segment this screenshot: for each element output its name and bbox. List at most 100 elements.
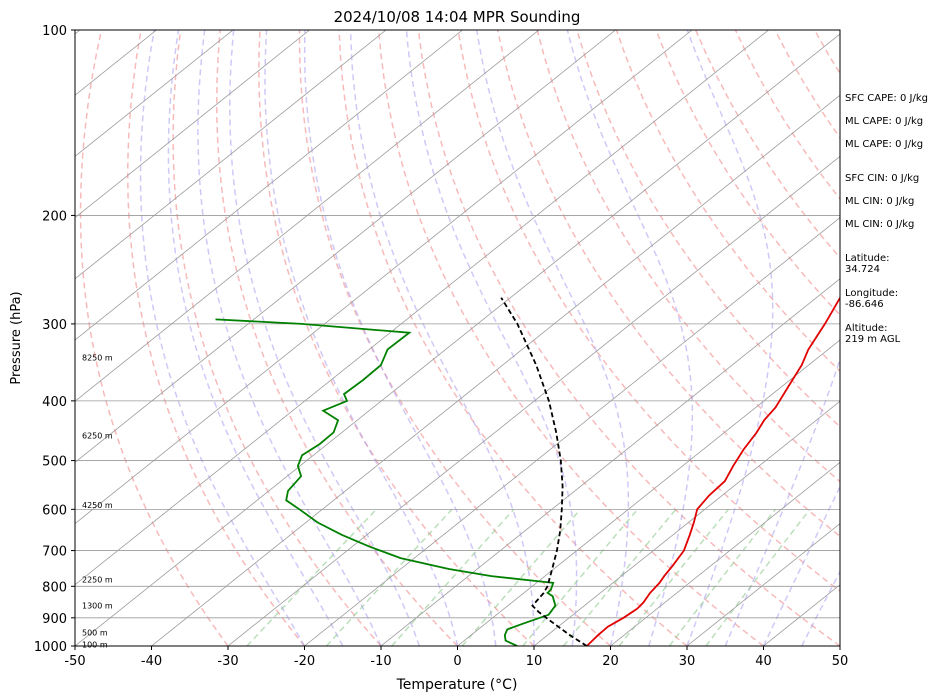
moist-adiabat-line — [724, 356, 840, 646]
isotherm-line — [75, 30, 769, 586]
mixing-ratio-line — [391, 508, 515, 646]
isotherm-line — [686, 523, 840, 646]
isotherm-line — [227, 155, 840, 646]
parcel-path-trace — [500, 297, 588, 646]
isotherm-line — [304, 217, 840, 646]
isotherm-line — [75, 30, 387, 280]
longitude-value: -86.646 — [845, 299, 884, 310]
x-tick-label: -40 — [141, 654, 162, 669]
x-tick-label: 30 — [679, 654, 696, 669]
series-layer — [215, 297, 840, 646]
dry-adiabat-line — [338, 30, 688, 646]
height-label: 2250 m — [82, 576, 113, 585]
background-lines — [75, 30, 947, 646]
dry-adiabat-line — [216, 30, 459, 646]
dry-adiabat-line — [258, 30, 535, 646]
x-axis: -50 -40 -30 -20 -10 0 10 20 30 40 50 — [64, 646, 848, 669]
moist-adiabat-line — [197, 30, 382, 646]
moist-adiabat-line — [405, 30, 578, 646]
mixing-ratio-line — [325, 508, 453, 646]
moist-adiabat-line — [167, 30, 344, 646]
moist-adiabat-line — [686, 30, 774, 646]
dry-adiabat-line — [417, 30, 840, 646]
y-tick-label: 100 — [42, 24, 67, 39]
ml-cin-text: ML CIN: 0 J/kg — [845, 196, 915, 207]
y-tick-label: 200 — [42, 209, 67, 224]
mixing-ratio-line — [461, 508, 581, 646]
x-tick-label: 20 — [602, 654, 619, 669]
isotherm-line — [75, 30, 693, 525]
x-tick-label: 10 — [526, 654, 543, 669]
altitude-value: 219 m AGL — [845, 334, 901, 345]
x-tick-label: -20 — [294, 654, 315, 669]
dry-adiabat-line — [615, 30, 840, 373]
dry-adiabat-line — [298, 30, 611, 646]
mixing-ratio-line — [246, 508, 377, 646]
isotherm-line — [75, 30, 234, 157]
height-labels: 100 m 500 m 1300 m 2250 m 4250 m 6250 m 8250 m — [82, 353, 113, 649]
isotherm-line — [75, 30, 616, 463]
height-label: 1300 m — [82, 602, 113, 611]
moist-adiabat-line — [303, 30, 497, 646]
mixing-ratio-line — [522, 508, 639, 646]
x-tick-label: 50 — [832, 654, 849, 669]
y-axis-label: Pressure (hPa) — [9, 291, 24, 384]
y-tick-label: 900 — [42, 612, 67, 627]
dry-adiabat-line — [172, 30, 382, 646]
temperature-trace — [586, 297, 840, 646]
dry-adiabat-line — [126, 30, 306, 646]
moist-adiabat-line — [475, 30, 630, 646]
x-tick-label: 0 — [453, 654, 461, 669]
dry-adiabat-line — [377, 30, 764, 646]
dry-adiabat-line — [79, 30, 229, 646]
isotherm-line — [533, 400, 840, 646]
y-tick-label: 800 — [42, 580, 67, 595]
dry-adiabat-line — [655, 30, 840, 317]
x-tick-label: -10 — [370, 654, 391, 669]
altitude-label: Altitude: — [845, 323, 888, 334]
ml-cape-text: ML CAPE: 0 J/kg — [845, 116, 924, 127]
x-tick-label: 40 — [755, 654, 772, 669]
y-tick-label: 500 — [42, 455, 67, 470]
y-axis: 1000 900 800 700 600 500 400 300 200 100 — [34, 24, 75, 655]
ml-cin-text-2: ML CIN: 0 J/kg — [845, 219, 915, 230]
x-tick-label: -50 — [64, 654, 85, 669]
isotherm-line — [75, 30, 310, 219]
latitude-value: 34.724 — [845, 264, 880, 275]
isotherm-line — [610, 461, 840, 646]
chart-title: 2024/10/08 14:04 MPR Sounding — [334, 8, 581, 26]
isotherm-line — [75, 33, 840, 646]
dry-adiabat-line — [934, 30, 947, 646]
moist-adiabat-line — [566, 30, 694, 646]
dewpoint-trace — [215, 318, 557, 646]
mixing-ratio-line — [562, 508, 677, 646]
isotherm-line — [75, 30, 540, 402]
ml-cape-text-2: ML CAPE: 0 J/kg — [845, 139, 924, 150]
sfc-cin-text: SFC CIN: 0 J/kg — [845, 173, 920, 184]
longitude-label: Longitude: — [845, 288, 899, 299]
height-label: 4250 m — [82, 501, 113, 510]
sfc-cape-text: SFC CAPE: 0 J/kg — [845, 93, 928, 104]
x-axis-label: Temperature (°C) — [396, 677, 518, 693]
y-tick-label: 400 — [42, 395, 67, 410]
dry-adiabat-line — [496, 30, 840, 538]
height-label: 8250 m — [82, 353, 113, 362]
height-label: 100 m — [82, 641, 108, 650]
height-label: 500 m — [82, 628, 108, 637]
y-tick-label: 1000 — [34, 640, 67, 655]
height-label: 6250 m — [82, 431, 113, 440]
y-tick-label: 300 — [42, 318, 67, 333]
y-tick-label: 700 — [42, 545, 67, 560]
isotherm-line — [457, 339, 840, 646]
moist-adiabat-line — [139, 30, 306, 646]
y-tick-label: 600 — [42, 503, 67, 518]
isotherm-line — [75, 30, 463, 341]
moist-adiabat-line — [264, 30, 459, 646]
isotherm-line — [380, 278, 840, 646]
isotherm-line — [151, 94, 840, 646]
mixing-ratio-line — [668, 508, 777, 646]
latitude-label: Latitude: — [845, 253, 890, 264]
dry-adiabat-line — [576, 30, 840, 428]
dry-adiabat-line — [536, 30, 840, 483]
